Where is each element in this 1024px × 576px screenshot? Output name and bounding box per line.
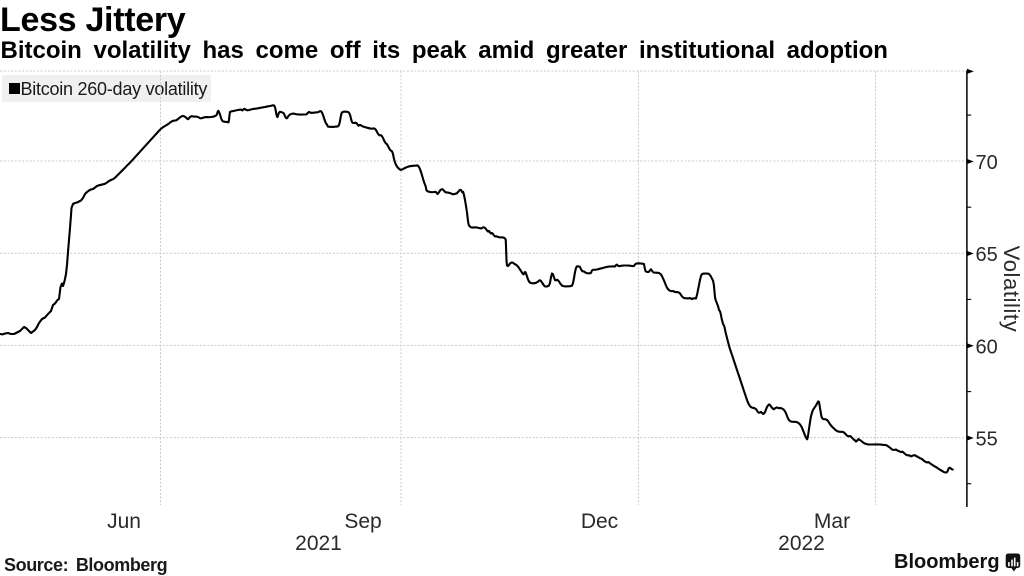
svg-text:60: 60 <box>976 337 998 359</box>
svg-text:65: 65 <box>976 244 998 266</box>
svg-text:70: 70 <box>976 152 998 174</box>
svg-text:Jun: Jun <box>107 510 141 533</box>
svg-text:2021: 2021 <box>295 532 342 555</box>
svg-text:Mar: Mar <box>814 510 850 533</box>
svg-text:2022: 2022 <box>778 532 825 555</box>
svg-text:Volatility: Volatility <box>999 246 1024 333</box>
svg-text:Dec: Dec <box>581 510 618 533</box>
svg-text:55: 55 <box>976 429 998 451</box>
svg-text:Sep: Sep <box>344 510 381 533</box>
